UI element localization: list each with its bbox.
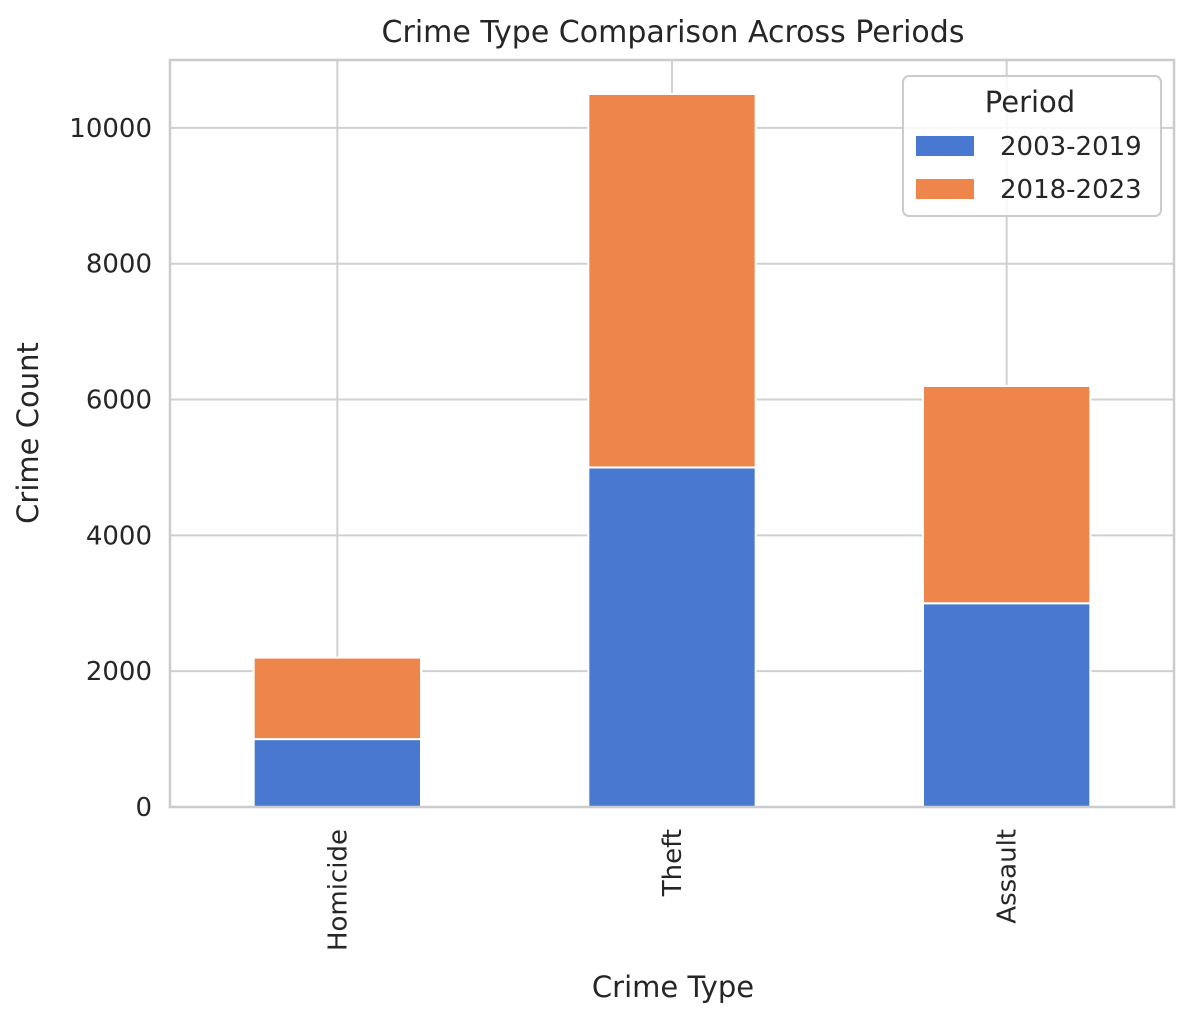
y-tick-label: 6000	[86, 386, 152, 416]
y-axis-label: Crime Count	[11, 342, 45, 524]
y-tick-labels: 0 2000 4000 6000 8000 10000	[69, 114, 152, 823]
y-tick-label: 10000	[69, 114, 152, 144]
y-tick-label: 4000	[86, 521, 152, 551]
legend-swatch	[916, 179, 974, 199]
plot-frame	[168, 58, 1176, 809]
legend-items: 2003-2019 2018-2023	[916, 132, 1142, 205]
bar-assault-2018-2023	[922, 384, 1092, 605]
legend-title: Period	[985, 85, 1075, 119]
y-tick-label: 2000	[86, 657, 152, 687]
y-tick-label: 8000	[86, 250, 152, 280]
bar-homicide-2018-2023	[252, 656, 422, 741]
x-axis-label: Crime Type	[592, 970, 754, 1004]
x-tick-labels: Homicide Theft Assault	[323, 829, 1022, 951]
legend-label: 2018-2023	[1000, 175, 1142, 205]
legend: Period 2003-2019 2018-2023	[902, 75, 1162, 217]
x-tick-label: Homicide	[323, 829, 353, 951]
x-tick-label: Theft	[658, 829, 688, 897]
bar-theft-2003-2019	[587, 466, 757, 808]
legend-swatch	[916, 136, 974, 156]
chart-title: Crime Type Comparison Across Periods	[382, 15, 965, 50]
x-tick-label: Assault	[993, 829, 1023, 924]
bar-homicide-2003-2019	[252, 738, 422, 808]
bars	[252, 92, 1092, 808]
y-tick-label: 0	[135, 793, 152, 823]
legend-label: 2003-2019	[1000, 132, 1142, 162]
bar-assault-2003-2019	[922, 602, 1092, 808]
bar-theft-2018-2023	[587, 92, 757, 469]
